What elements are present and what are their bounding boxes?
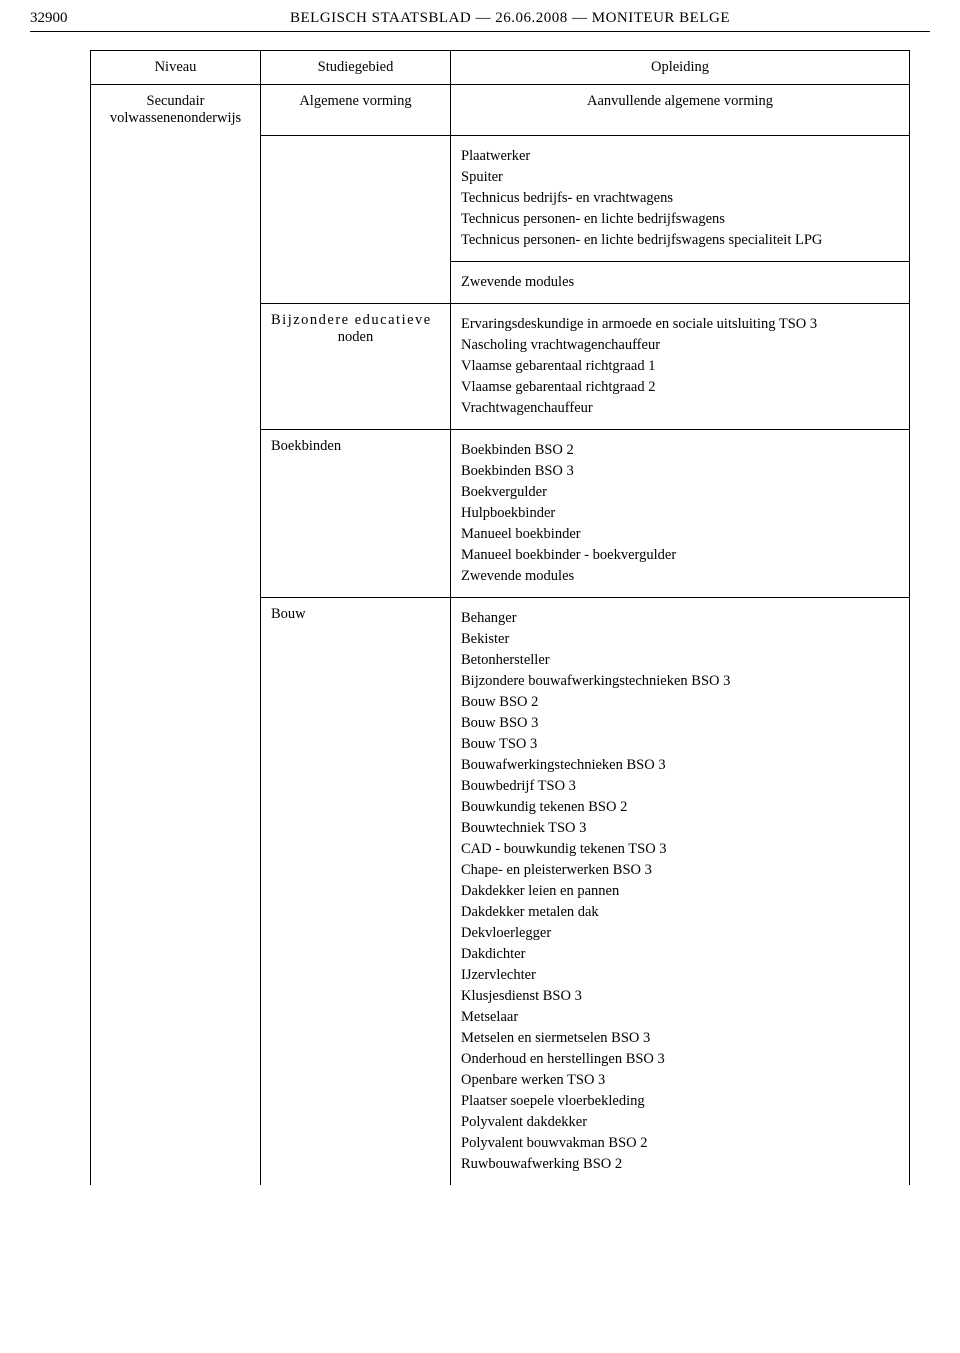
list-item: Chape- en pleisterwerken BSO 3 — [461, 862, 899, 879]
row-bouw: Bouw Behanger Bekister Betonhersteller B… — [91, 597, 910, 1185]
list-item: Hulpboekbinder — [461, 505, 899, 522]
list-item: Klusjesdienst BSO 3 — [461, 988, 899, 1005]
list-item: Technicus personen- en lichte bedrijfswa… — [461, 232, 899, 249]
list-item: Metselaar — [461, 1009, 899, 1026]
page-number: 32900 — [30, 10, 90, 27]
header-title: BELGISCH STAATSBLAD — 26.06.2008 — MONIT… — [90, 10, 930, 27]
list-item: Behanger — [461, 610, 899, 627]
cell-empty — [91, 261, 261, 303]
list-item: Boekbinden BSO 2 — [461, 442, 899, 459]
cell-empty — [91, 303, 261, 429]
cell-niveau: Secundair volwassenenonderwijs — [91, 85, 261, 136]
row-zwevende-1: Zwevende modules — [91, 261, 910, 303]
list-item: Nascholing vrachtwagenchauffeur — [461, 337, 899, 354]
row-secundair: Secundair volwassenenonderwijs Algemene … — [91, 85, 910, 136]
list-item: Zwevende modules — [461, 274, 899, 291]
list-item: Openbare werken TSO 3 — [461, 1072, 899, 1089]
niveau-line1: Secundair — [147, 93, 205, 109]
row-plaatwerker: Plaatwerker Spuiter Technicus bedrijfs- … — [91, 135, 910, 261]
cell-algemene-vorming: Algemene vorming — [261, 85, 451, 136]
cell-empty — [91, 135, 261, 261]
list-item: Bouwkundig tekenen BSO 2 — [461, 799, 899, 816]
list-item: Dakdekker leien en pannen — [461, 883, 899, 900]
list-item: Zwevende modules — [461, 568, 899, 585]
bijzondere-line1: Bijzondere educatieve — [271, 312, 432, 328]
cell-boekbinden-items: Boekbinden BSO 2 Boekbinden BSO 3 Boekve… — [451, 429, 910, 597]
list-item: Bekister — [461, 631, 899, 648]
cell-empty — [91, 597, 261, 1185]
list-item: Betonhersteller — [461, 652, 899, 669]
list-item: Vlaamse gebarentaal richtgraad 2 — [461, 379, 899, 396]
row-boekbinden: Boekbinden Boekbinden BSO 2 Boekbinden B… — [91, 429, 910, 597]
list-item: Ruwbouwafwerking BSO 2 — [461, 1156, 899, 1173]
th-opleiding: Opleiding — [451, 51, 910, 85]
list-item: Bouw BSO 3 — [461, 715, 899, 732]
cell-plaatwerker-items: Plaatwerker Spuiter Technicus bedrijfs- … — [451, 135, 910, 261]
cell-bouw-items: Behanger Bekister Betonhersteller Bijzon… — [451, 597, 910, 1185]
list-item: Ervaringsdeskundige in armoede en social… — [461, 316, 899, 333]
page: 32900 BELGISCH STAATSBLAD — 26.06.2008 —… — [0, 0, 960, 1215]
list-item: Bouwtechniek TSO 3 — [461, 820, 899, 837]
list-item: Manueel boekbinder — [461, 526, 899, 543]
list-item: Dakdekker metalen dak — [461, 904, 899, 921]
list-item: Boekvergulder — [461, 484, 899, 501]
th-studiegebied: Studiegebied — [261, 51, 451, 85]
list-item: Dakdichter — [461, 946, 899, 963]
cell-zwevende: Zwevende modules — [451, 261, 910, 303]
list-item: Onderhoud en herstellingen BSO 3 — [461, 1051, 899, 1068]
list-item: CAD - bouwkundig tekenen TSO 3 — [461, 841, 899, 858]
list-item: Metselen en siermetselen BSO 3 — [461, 1030, 899, 1047]
cell-bouw: Bouw — [261, 597, 451, 1185]
list-item: Vrachtwagenchauffeur — [461, 400, 899, 417]
table-header-row: Niveau Studiegebied Opleiding — [91, 51, 910, 85]
list-item: Technicus bedrijfs- en vrachtwagens — [461, 190, 899, 207]
main-table: Niveau Studiegebied Opleiding Secundair … — [90, 50, 910, 1185]
list-item: Bouw BSO 2 — [461, 694, 899, 711]
list-item: Plaatser soepele vloerbekleding — [461, 1093, 899, 1110]
list-item: Bijzondere bouwafwerkingstechnieken BSO … — [461, 673, 899, 690]
list-item: Polyvalent dakdekker — [461, 1114, 899, 1131]
list-item: Dekvloerlegger — [461, 925, 899, 942]
bijzondere-line2: noden — [271, 329, 440, 346]
list-item: Plaatwerker — [461, 148, 899, 165]
th-niveau: Niveau — [91, 51, 261, 85]
list-item: Polyvalent bouwvakman BSO 2 — [461, 1135, 899, 1152]
list-item: Spuiter — [461, 169, 899, 186]
list-item: Vlaamse gebarentaal richtgraad 1 — [461, 358, 899, 375]
niveau-line2: volwassenenonderwijs — [110, 110, 241, 126]
cell-empty — [261, 261, 451, 303]
list-item: Manueel boekbinder - boekvergulder — [461, 547, 899, 564]
cell-bijzondere-items: Ervaringsdeskundige in armoede en social… — [451, 303, 910, 429]
list-item: Technicus personen- en lichte bedrijfswa… — [461, 211, 899, 228]
list-item: IJzervlechter — [461, 967, 899, 984]
list-item: Bouwbedrijf TSO 3 — [461, 778, 899, 795]
cell-empty — [261, 135, 451, 261]
list-item: Bouw TSO 3 — [461, 736, 899, 753]
cell-empty — [91, 429, 261, 597]
cell-boekbinden: Boekbinden — [261, 429, 451, 597]
list-item: Bouwafwerkingstechnieken BSO 3 — [461, 757, 899, 774]
cell-bijzondere: Bijzondere educatieve noden — [261, 303, 451, 429]
row-bijzondere: Bijzondere educatieve noden Ervaringsdes… — [91, 303, 910, 429]
page-header: 32900 BELGISCH STAATSBLAD — 26.06.2008 —… — [30, 10, 930, 32]
cell-aanvullende: Aanvullende algemene vorming — [451, 85, 910, 136]
list-item: Boekbinden BSO 3 — [461, 463, 899, 480]
